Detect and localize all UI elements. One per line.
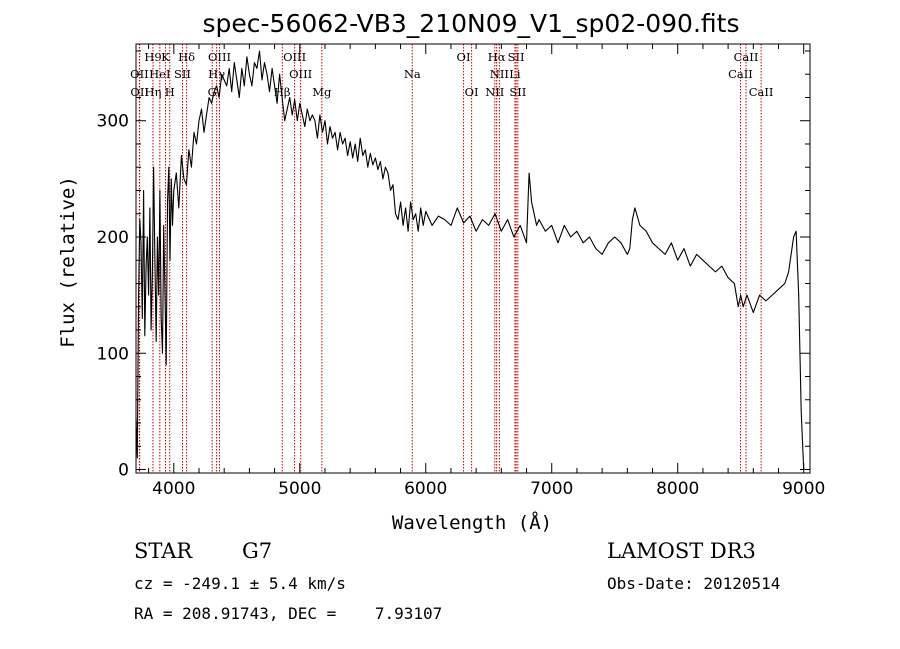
y-tick-label: 300 bbox=[97, 112, 129, 132]
line-marker-label: OIII bbox=[208, 50, 231, 64]
line-marker-label: CaII bbox=[728, 67, 753, 81]
line-marker-label: OII bbox=[130, 85, 149, 99]
line-marker-label: SII bbox=[509, 85, 526, 99]
line-marker-label: NII bbox=[485, 85, 504, 99]
spectrum-chart: spec-56062-VB3_210N09_V1_sp02-090.fits H… bbox=[57, 9, 825, 534]
object-subclass: G7 bbox=[242, 539, 273, 563]
line-marker-label: OIII bbox=[289, 67, 312, 81]
x-tick-label: 7000 bbox=[530, 479, 573, 499]
line-marker-label: OI bbox=[457, 50, 471, 64]
x-tick-label: 4000 bbox=[152, 479, 195, 499]
x-tick-label: 8000 bbox=[656, 479, 699, 499]
line-marker-label: Mg bbox=[312, 85, 332, 99]
line-marker-label: G bbox=[208, 85, 217, 99]
line-marker-label: CaII bbox=[749, 85, 774, 99]
line-marker-label: CaII bbox=[734, 50, 759, 64]
series-layer bbox=[135, 50, 805, 470]
line-marker-label: Hγ bbox=[208, 67, 225, 81]
x-axis-label: Wavelength (Å) bbox=[392, 511, 552, 534]
line-marker-label: OI bbox=[465, 85, 479, 99]
line-marker-label: NII bbox=[490, 67, 509, 81]
line-marker-layer: H9KHδOIIIOIIIOIHαSIICaIIOIIHeISIIHγOIIIN… bbox=[130, 44, 773, 473]
line-marker-label: Li bbox=[509, 67, 521, 81]
spectrum-line-flux bbox=[135, 50, 805, 470]
line-marker-label: Hα bbox=[488, 50, 506, 64]
y-tick-label: 200 bbox=[97, 228, 129, 248]
observation-date: Obs-Date: 20120514 bbox=[607, 574, 781, 593]
redshift-readout: cz = -249.1 ± 5.4 km/s bbox=[134, 574, 346, 593]
y-tick-label: 100 bbox=[97, 344, 129, 364]
line-marker-label: H bbox=[165, 85, 175, 99]
object-class: STAR bbox=[134, 539, 193, 563]
chart-title: spec-56062-VB3_210N09_V1_sp02-090.fits bbox=[203, 9, 740, 38]
line-marker-label: Na bbox=[404, 67, 421, 81]
line-marker-label: HeI bbox=[149, 67, 170, 81]
line-marker-label: Hδ bbox=[178, 50, 195, 64]
y-axis-label: Flux (relative) bbox=[57, 176, 79, 348]
survey-name: LAMOST DR3 bbox=[607, 539, 756, 563]
x-tick-label: 5000 bbox=[278, 479, 321, 499]
line-marker-label: Hη bbox=[145, 85, 162, 99]
x-axis: 4000 5000 6000 7000 8000 9000 bbox=[148, 44, 825, 499]
line-marker-label: OIII bbox=[283, 50, 306, 64]
x-tick-label: 6000 bbox=[404, 479, 447, 499]
y-axis: 0 100 200 300 bbox=[97, 50, 810, 481]
y-tick-label: 0 bbox=[118, 461, 129, 481]
plot-frame bbox=[135, 43, 811, 474]
coordinates-readout: RA = 208.91743, DEC = 7.93107 bbox=[134, 604, 443, 623]
line-marker-label: K bbox=[161, 50, 170, 64]
line-marker-label: SII bbox=[508, 50, 525, 64]
line-marker-label: SII bbox=[174, 67, 191, 81]
x-tick-label: 9000 bbox=[782, 479, 825, 499]
